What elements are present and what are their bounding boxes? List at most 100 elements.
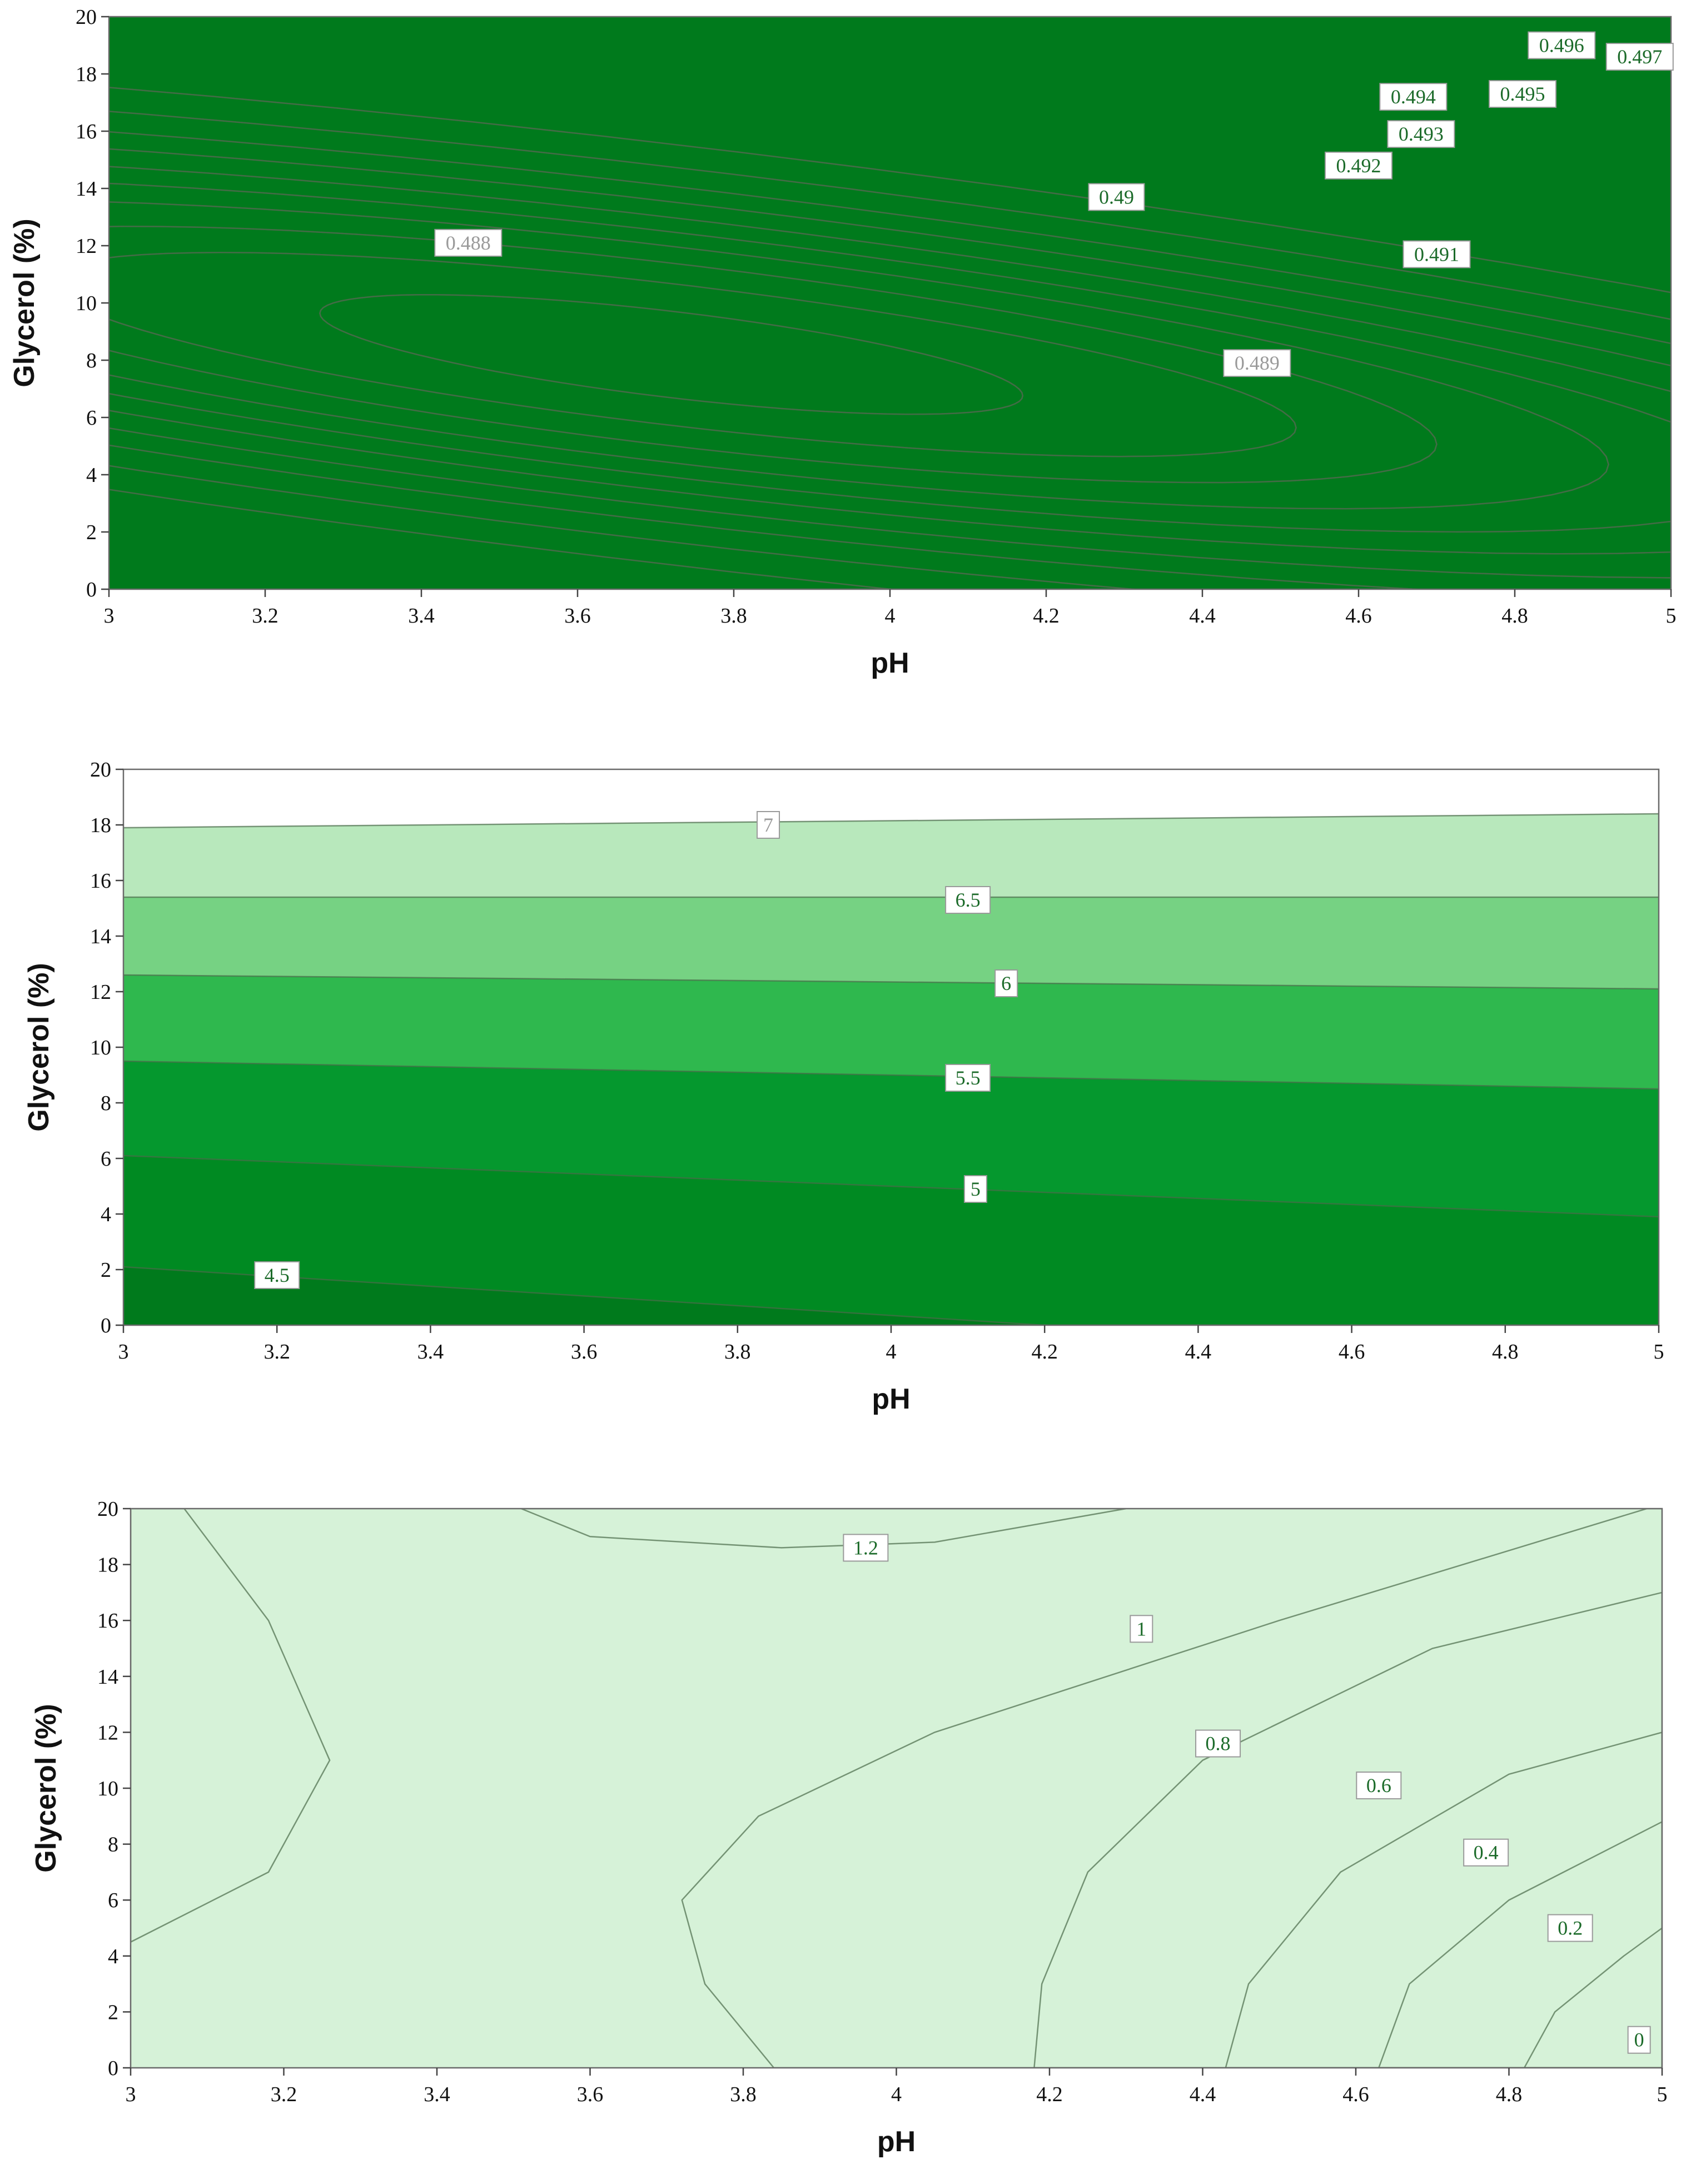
- x-tick-label: 3.8: [720, 604, 747, 628]
- contour-label-box: [1195, 1729, 1241, 1758]
- x-tick-label: 4.2: [1033, 604, 1060, 628]
- contour-label-text: 0: [1634, 2029, 1644, 2051]
- contour-label: 0.6: [1356, 1771, 1402, 1799]
- contour-label-box: [254, 1261, 300, 1289]
- contour-label-text: 0.493: [1399, 123, 1444, 145]
- y-tick-label: 16: [90, 869, 111, 893]
- contour-band: [1225, 1732, 1662, 2068]
- x-tick-label: 3.2: [252, 604, 278, 628]
- contour-label-text: 0.2: [1558, 1917, 1583, 1939]
- contour-label-box: [1387, 120, 1455, 148]
- x-tick-label: 3.6: [564, 604, 591, 628]
- x-tick-label: 5: [1654, 1340, 1664, 1364]
- y-tick-label: 14: [97, 1665, 118, 1689]
- contour-band: [1033, 1591, 1662, 2068]
- contour-label-box: [945, 1064, 991, 1092]
- y-tick-label: 14: [90, 925, 111, 948]
- contour-label-text: 0.489: [1235, 352, 1280, 374]
- contour-band: [681, 1509, 1662, 2068]
- y-tick-label: 0: [86, 578, 97, 601]
- contour-line: [123, 1266, 1659, 1325]
- chart-2: 3 3.2 3.4 3.6 3.8 4 4.2 4.4 4.6 4.8 5 0 2 4 6 8 10 12 14 16…: [23, 758, 1664, 1415]
- x-tick-label: 3.6: [577, 2083, 604, 2106]
- contour-label-box: [757, 811, 780, 839]
- x-tick-label: 5: [1666, 604, 1677, 628]
- contour-label-box: [1605, 43, 1674, 71]
- contour-label-text: 0.495: [1500, 83, 1545, 105]
- contour-label-text: 0.494: [1391, 86, 1436, 108]
- y-tick-label: 12: [97, 1721, 118, 1744]
- contour-label: 0.492: [1325, 151, 1392, 180]
- contour-label: 5: [963, 1175, 987, 1203]
- contour-label-text: 5: [971, 1178, 981, 1200]
- contour-fill-group: [123, 769, 1659, 1325]
- y-tick-label: 10: [90, 1036, 111, 1059]
- contour-label: 0.491: [1402, 240, 1471, 268]
- y-tick-label: 12: [90, 981, 111, 1004]
- contour-label-box: [1463, 1838, 1509, 1867]
- contour-label-box: [1356, 1771, 1402, 1799]
- x-tick-label: 4.6: [1339, 1340, 1365, 1364]
- y-axis-title: Glycerol (%): [23, 963, 55, 1131]
- contour-line: [109, 131, 1671, 589]
- contour-line: [109, 182, 1671, 533]
- x-tick-label: 3.4: [417, 1340, 444, 1364]
- contour-line: [109, 166, 1671, 555]
- contour-label-box: [1223, 349, 1291, 377]
- x-tick-label: 4: [891, 2083, 902, 2106]
- x-tick-label: 3: [126, 2083, 136, 2106]
- chart-3: 3 3.2 3.4 3.6 3.8 4 4.2 4.4 4.6 4.8 50246810121416…: [30, 1498, 1668, 2158]
- contour-label-text: 0.497: [1617, 46, 1662, 68]
- contour-band: [131, 1509, 1662, 2068]
- x-tick-label: 4.8: [1492, 1340, 1519, 1364]
- contour-label: 0.497: [1605, 43, 1674, 71]
- y-tick-label: 10: [76, 292, 97, 315]
- contour-label-text: 7: [763, 814, 773, 836]
- x-tick-label: 3.4: [424, 2083, 450, 2106]
- y-tick-label: 2: [108, 2001, 118, 2024]
- y-tick-label: 8: [86, 349, 97, 372]
- x-tick-label: 4.8: [1496, 2083, 1523, 2106]
- y-tick-label: 18: [90, 814, 111, 837]
- contour-label-box: [963, 1175, 987, 1203]
- contour-label-text: 0.488: [446, 232, 491, 254]
- contour-label-text: 0.49: [1099, 186, 1134, 208]
- y-tick-label: 2: [101, 1258, 111, 1282]
- contour-label-box: [1402, 240, 1471, 268]
- contour-label-box: [1325, 151, 1392, 180]
- contour-label: 0.493: [1387, 120, 1455, 148]
- x-tick-label: 3.8: [730, 2083, 757, 2106]
- contour-label-box: [1547, 1914, 1593, 1942]
- y-tick-label: 4: [101, 1203, 111, 1226]
- contour-fill-group: [109, 17, 1671, 589]
- x-tick-label: 4.4: [1185, 1340, 1212, 1364]
- contour-label-box: [434, 228, 503, 257]
- x-tick-label: 4.4: [1189, 604, 1216, 628]
- contour-line: [123, 974, 1659, 990]
- x-tick-label: 3: [118, 1340, 129, 1364]
- x-tick-label: 3.8: [724, 1340, 751, 1364]
- contour-label: 0.488: [434, 228, 503, 257]
- y-tick-label: 14: [76, 177, 97, 201]
- contour-band: [1377, 1820, 1662, 2068]
- contour-band: [123, 1267, 1659, 1325]
- contour-label: 1.2: [843, 1534, 889, 1562]
- contour-label-text: 6.5: [956, 889, 981, 911]
- contour-band: [131, 1509, 331, 1943]
- x-tick-label: 3.2: [271, 2083, 297, 2106]
- x-tick-label: 3: [104, 604, 115, 628]
- contour-label: 0.8: [1195, 1729, 1241, 1758]
- x-tick-label: 4.4: [1190, 2083, 1216, 2106]
- contour-label-box: [945, 886, 991, 914]
- y-tick-label: 0: [101, 1314, 111, 1337]
- contour-line: [123, 1155, 1659, 1218]
- y-tick-label: 8: [101, 1092, 111, 1115]
- contour-label: 0.489: [1223, 349, 1291, 377]
- contour-label: 7: [757, 811, 780, 839]
- x-tick-label: 3.6: [571, 1340, 598, 1364]
- y-tick-label: 6: [86, 406, 97, 430]
- y-tick-label: 0: [108, 2057, 118, 2080]
- x-tick-label: 4.8: [1501, 604, 1528, 628]
- x-tick-label: 4: [885, 604, 896, 628]
